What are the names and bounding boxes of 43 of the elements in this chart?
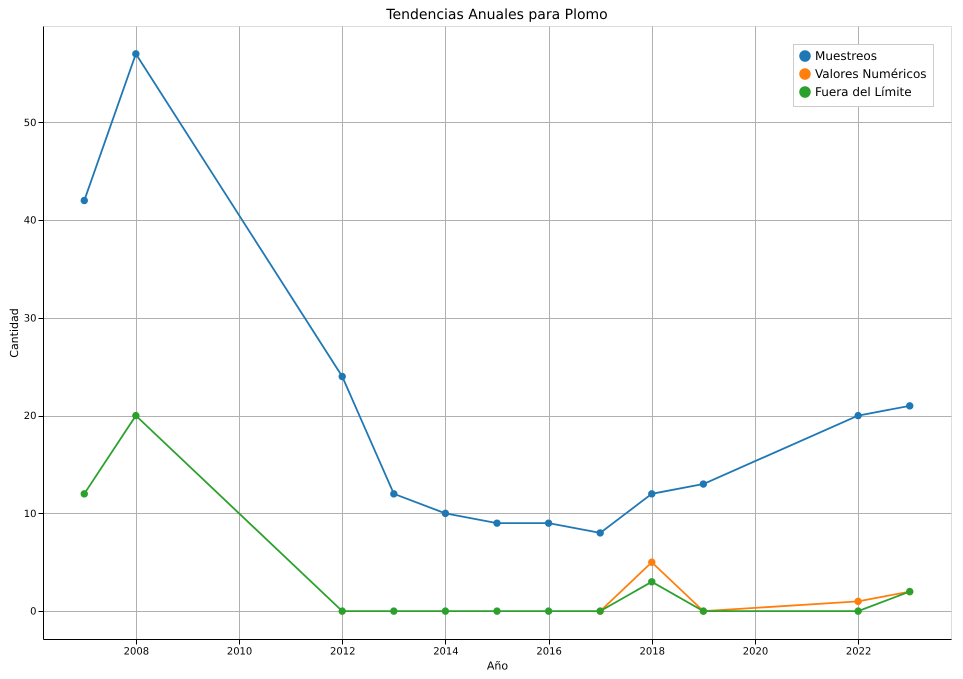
- x-tick-label: 2008: [124, 646, 150, 658]
- point: [906, 402, 914, 410]
- point: [80, 490, 88, 498]
- point: [854, 598, 862, 606]
- x-tick-label: 2016: [536, 646, 562, 658]
- point: [854, 607, 862, 615]
- y-axis-title: Cantidad: [8, 308, 21, 358]
- point: [648, 490, 656, 498]
- point: [390, 607, 398, 615]
- point: [338, 607, 346, 615]
- chart-title: Tendencias Anuales para Plomo: [385, 7, 608, 23]
- point: [493, 607, 501, 615]
- point: [544, 519, 552, 527]
- x-tick-label: 2012: [330, 646, 356, 658]
- y-tick-label: 0: [30, 606, 36, 618]
- point: [854, 412, 862, 420]
- legend-label: Fuera del Límite: [815, 85, 912, 99]
- point: [700, 480, 708, 488]
- x-axis-title: Año: [486, 660, 508, 672]
- y-tick-label: 20: [24, 411, 36, 422]
- point: [442, 510, 450, 518]
- point: [132, 50, 140, 58]
- y-tick-label: 40: [24, 216, 36, 227]
- x-tick-label: 2014: [433, 646, 459, 658]
- point: [648, 558, 656, 566]
- point: [80, 196, 88, 204]
- x-tick-label: 2022: [846, 646, 872, 658]
- y-tick-label: 30: [24, 313, 36, 324]
- point: [648, 578, 656, 586]
- legend-label: Muestreos: [815, 49, 877, 63]
- point: [596, 529, 604, 537]
- y-tick-label: 10: [24, 508, 36, 520]
- point: [338, 372, 346, 380]
- x-tick-label: 2020: [742, 646, 768, 658]
- point: [544, 607, 552, 615]
- y-tick-label: 50: [24, 118, 36, 129]
- x-tick-label: 2010: [226, 646, 252, 658]
- point: [442, 607, 450, 615]
- x-tick-label: 2018: [640, 646, 665, 658]
- point: [390, 490, 398, 498]
- legend-label: Valores Numéricos: [815, 67, 927, 81]
- point: [132, 412, 140, 420]
- point: [493, 519, 501, 527]
